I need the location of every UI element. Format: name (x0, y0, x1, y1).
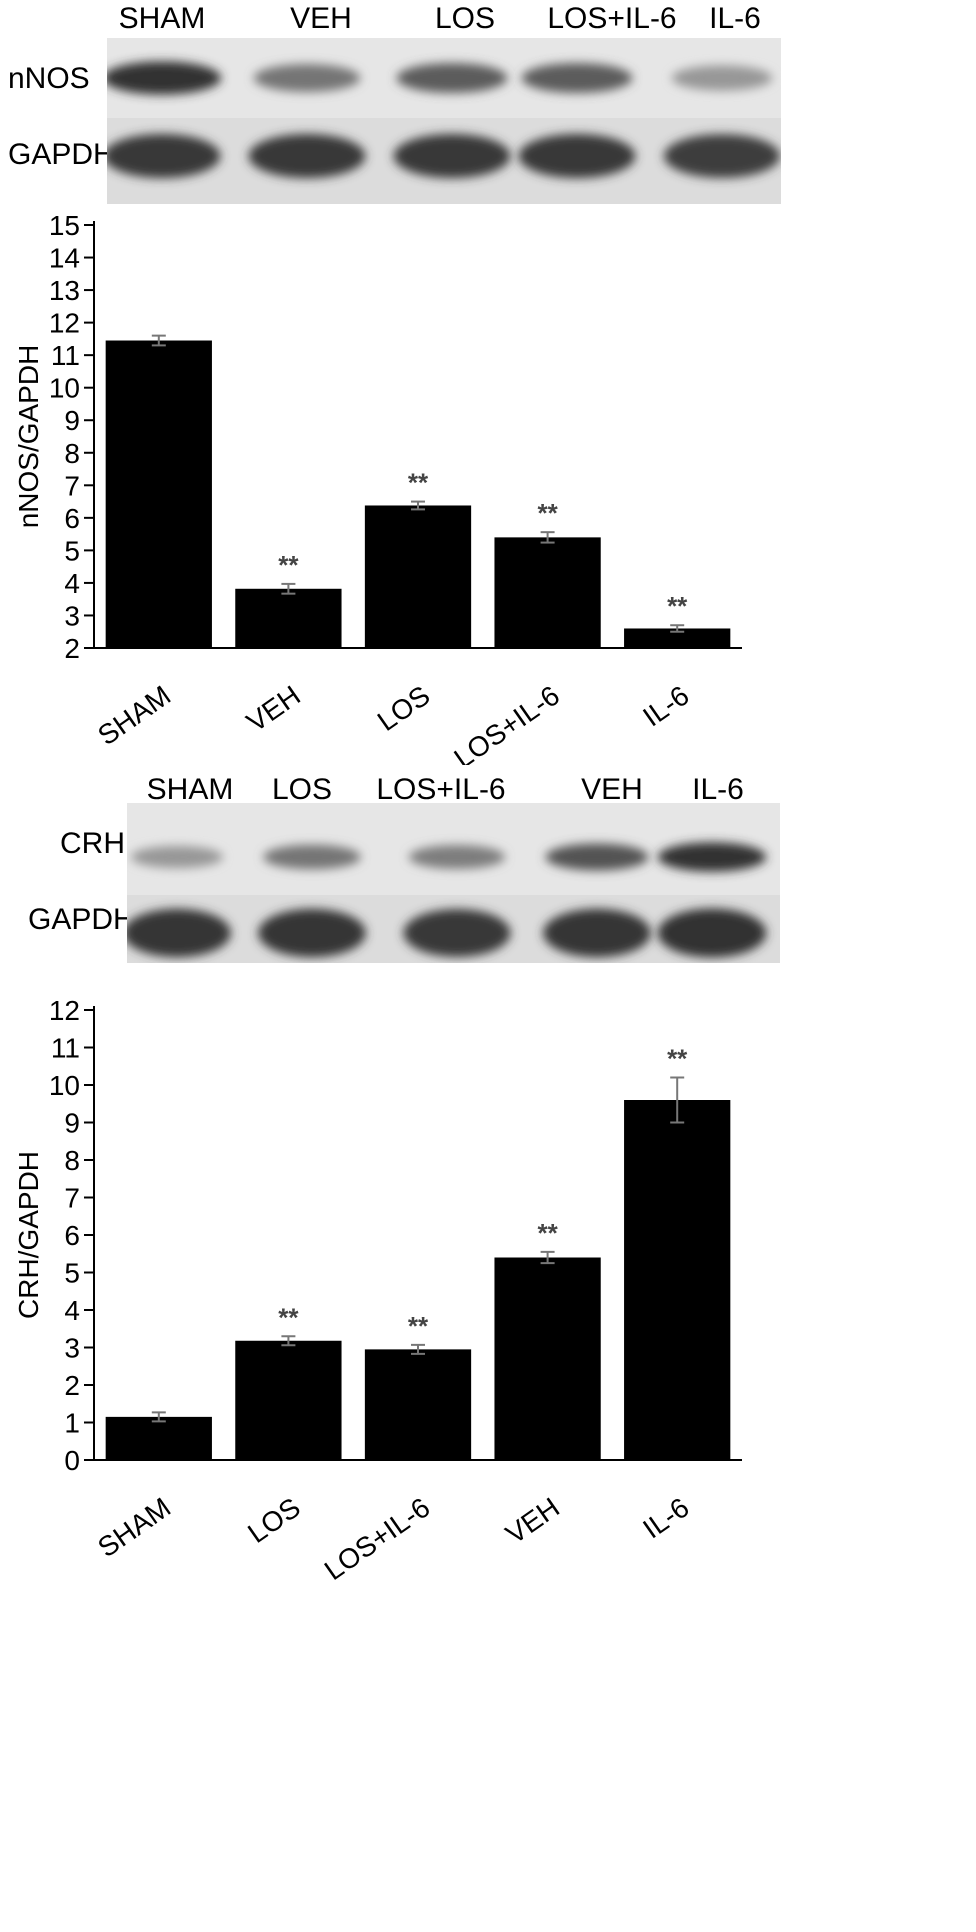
y-tick-label: 10 (49, 1070, 80, 1101)
gapdh-band (663, 134, 781, 178)
gapdh-band (543, 908, 651, 958)
y-tick-label: 12 (49, 308, 80, 339)
y-tick-label: 5 (64, 535, 80, 566)
y-tick-label: 0 (64, 1445, 80, 1476)
significance-label: ** (408, 468, 429, 498)
blot-b-lane-label: IL-6 (692, 773, 744, 806)
blot-b-lane-label: VEH (581, 773, 643, 806)
blot-a-row-label: GAPDH (8, 138, 115, 171)
gapdh-band (107, 133, 221, 179)
blot-panel-crh: SHAM LOS LOS+IL-6 VEH IL-6 CRH GAPDH (0, 765, 976, 970)
x-tick-label: LOS (242, 1492, 306, 1550)
bar (364, 505, 472, 648)
significance-label: ** (537, 1218, 558, 1248)
nnos-band (521, 63, 633, 93)
nnos-band (396, 63, 508, 93)
x-tick-label: LOS (372, 680, 436, 738)
bar (235, 588, 342, 648)
gapdh-band (127, 908, 231, 958)
y-tick-label: 8 (64, 438, 80, 469)
significance-label: ** (537, 498, 558, 528)
y-tick-label: 8 (64, 1145, 80, 1176)
blot-b-row-label: CRH (60, 827, 125, 860)
crh-band (408, 845, 506, 869)
blot-b-row-label: GAPDH (28, 903, 135, 936)
gapdh-band (393, 133, 511, 179)
x-tick-label: SHAM (92, 680, 176, 752)
crh-band (657, 842, 767, 872)
x-tick-label: IL-6 (637, 680, 694, 733)
y-tick-label: 13 (49, 275, 80, 306)
y-tick-label: 6 (64, 1220, 80, 1251)
y-axis-title: nNOS/GAPDH (13, 345, 44, 529)
y-tick-label: 2 (64, 1370, 80, 1401)
gapdh-band (657, 908, 767, 958)
y-tick-label: 6 (64, 503, 80, 534)
x-tick-label: IL-6 (637, 1492, 694, 1545)
y-tick-label: 7 (64, 470, 80, 501)
blot-a-lane-label: VEH (290, 2, 352, 35)
bar (105, 1416, 212, 1460)
bar (494, 537, 601, 648)
y-tick-label: 15 (49, 210, 80, 241)
x-tick-label: VEH (500, 1492, 565, 1550)
crh-band (545, 843, 649, 871)
blot-a-lane-label: LOS+IL-6 (547, 2, 677, 35)
bar (494, 1257, 601, 1460)
y-tick-label: 7 (64, 1183, 80, 1214)
significance-label: ** (408, 1311, 429, 1341)
y-tick-label: 11 (51, 1033, 80, 1064)
crh-band (130, 845, 224, 869)
significance-label: ** (278, 550, 299, 580)
bar (624, 1100, 731, 1460)
y-tick-label: 3 (64, 600, 80, 631)
nnos-band (253, 64, 361, 92)
x-tick-label: SHAM (92, 1492, 176, 1564)
y-axis-title: CRH/GAPDH (13, 1151, 44, 1319)
blot-b-lane-label: LOS+IL-6 (376, 773, 506, 806)
y-tick-label: 5 (64, 1258, 80, 1289)
western-blot-image (127, 803, 780, 963)
y-tick-label: 3 (64, 1333, 80, 1364)
y-tick-label: 2 (64, 633, 80, 664)
blot-a-lane-label: IL-6 (709, 2, 761, 35)
gapdh-band (518, 133, 636, 179)
blot-b-lane-label: LOS (271, 773, 333, 806)
y-tick-label: 4 (64, 568, 80, 599)
blot-b-lane-label: SHAM (146, 773, 234, 806)
blot-a-lane-label: LOS (434, 2, 496, 35)
bar (235, 1340, 342, 1460)
bar-chart-crh: 0123456789101112CRH/GAPDHSHAM**LOS**LOS+… (13, 995, 742, 1587)
blot-panel-nnos: SHAM VEH LOS LOS+IL-6 IL-6 nNOS GAPDH (0, 0, 976, 205)
y-tick-label: 14 (49, 243, 80, 274)
nnos-band (671, 65, 773, 91)
y-tick-label: 1 (64, 1408, 80, 1439)
gapdh-band (258, 908, 366, 958)
gapdh-band (403, 909, 511, 957)
bar (364, 1349, 472, 1460)
blot-a-row-label: nNOS (8, 62, 90, 95)
y-tick-label: 10 (49, 373, 80, 404)
x-tick-label: LOS+IL-6 (448, 680, 565, 765)
significance-label: ** (278, 1302, 299, 1332)
blot-a-lane-label: SHAM (118, 2, 206, 35)
y-tick-label: 9 (64, 405, 80, 436)
gapdh-band (248, 133, 366, 179)
y-tick-label: 4 (64, 1295, 80, 1326)
significance-label: ** (667, 1044, 688, 1074)
y-tick-label: 11 (51, 340, 80, 371)
bar (105, 340, 212, 648)
x-tick-label: VEH (241, 680, 306, 738)
western-blot-image (107, 38, 781, 204)
y-tick-label: 9 (64, 1108, 80, 1139)
x-tick-label: LOS+IL-6 (319, 1492, 436, 1587)
nnos-band (107, 61, 222, 95)
bar (624, 628, 731, 648)
crh-band (263, 844, 361, 870)
y-tick-label: 12 (49, 995, 80, 1026)
significance-label: ** (667, 591, 688, 621)
